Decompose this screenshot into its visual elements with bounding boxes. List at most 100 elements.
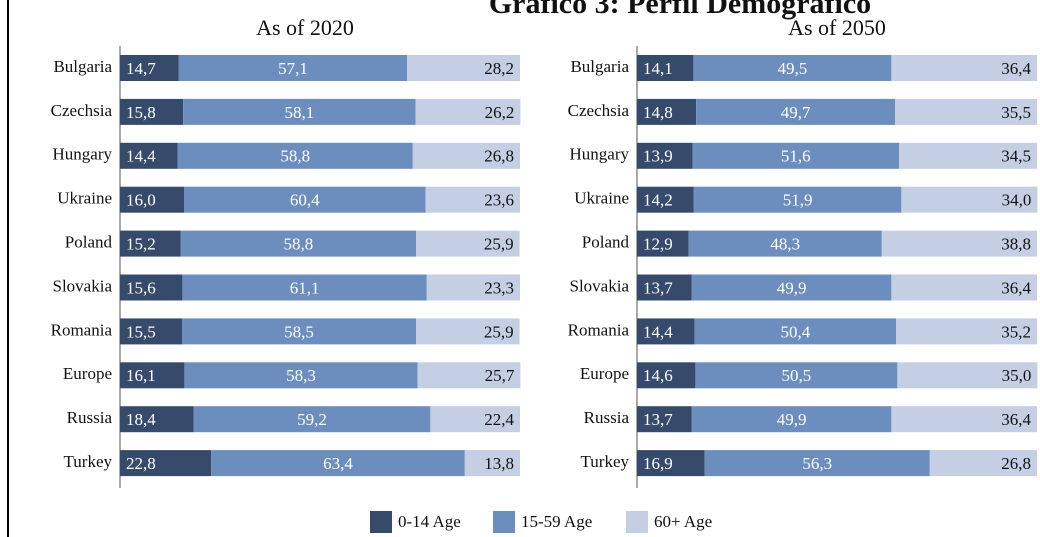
value-label: 14,8 [643, 103, 673, 122]
bar-segment [120, 318, 182, 345]
value-label: 36,4 [1001, 410, 1031, 429]
value-label: 63,4 [323, 454, 353, 473]
category-label: Poland [65, 233, 113, 252]
legend-label: 60+ Age [654, 512, 712, 531]
bar-segment [691, 406, 892, 433]
bar-segment [178, 55, 408, 81]
bar-segment [891, 406, 1037, 433]
bar-segment [691, 274, 892, 301]
bar-segment [425, 186, 520, 213]
value-label: 14,1 [643, 59, 673, 78]
value-label: 35,5 [1001, 103, 1031, 122]
value-label: 13,7 [643, 278, 673, 297]
category-label: Hungary [570, 145, 630, 164]
value-label: 16,0 [126, 191, 156, 210]
bar-segment [120, 406, 194, 433]
category-label: Europe [580, 364, 629, 383]
bar-segment [696, 98, 895, 125]
bar-segment [688, 230, 882, 257]
value-label: 51,6 [781, 147, 811, 166]
legend-label: 0-14 Age [398, 512, 461, 531]
category-label: Slovakia [53, 276, 113, 295]
bar-segment [430, 406, 520, 433]
legend-swatch [370, 511, 392, 533]
bar-segment [407, 55, 520, 81]
value-label: 25,9 [484, 235, 514, 254]
bar-segment [637, 362, 696, 389]
bar-segment [881, 230, 1037, 257]
value-label: 14,6 [643, 366, 673, 385]
bar-segment [120, 450, 212, 477]
value-label: 23,3 [484, 278, 514, 297]
value-label: 16,9 [643, 454, 673, 473]
value-label: 50,4 [781, 322, 811, 341]
value-label: 35,2 [1001, 322, 1031, 341]
bar-segment [891, 55, 1037, 81]
value-label: 14,2 [643, 191, 673, 210]
bar-segment [897, 362, 1038, 389]
bar-segment [891, 274, 1037, 301]
value-label: 58,1 [285, 103, 315, 122]
panel-title: As of 2020 [256, 15, 354, 40]
value-label: 26,8 [1001, 454, 1031, 473]
bar-segment [637, 186, 694, 213]
bar-segment [899, 142, 1037, 169]
value-label: 25,9 [484, 322, 514, 341]
value-label: 56,3 [802, 454, 832, 473]
panel-title: As of 2050 [788, 15, 886, 40]
value-label: 60,4 [290, 191, 320, 210]
value-label: 36,4 [1001, 278, 1031, 297]
category-label: Turkey [581, 452, 630, 471]
value-label: 15,8 [126, 103, 156, 122]
value-label: 61,1 [290, 278, 320, 297]
value-label: 13,8 [484, 454, 514, 473]
category-label: Russia [584, 408, 630, 427]
bar-segment [693, 186, 902, 213]
chart-title: Gráfico 3: Perfil Demográfico [489, 0, 871, 20]
value-label: 14,4 [126, 147, 156, 166]
value-label: 18,4 [126, 410, 156, 429]
category-label: Romania [51, 320, 113, 339]
legend-label: 15-59 Age [521, 512, 592, 531]
value-label: 13,9 [643, 147, 673, 166]
value-label: 49,9 [777, 410, 807, 429]
bar-segment [637, 98, 697, 125]
category-label: Russia [67, 408, 113, 427]
bar-segment [416, 318, 520, 345]
bar-segment [637, 142, 693, 169]
bar-segment [692, 142, 899, 169]
bar-segment [417, 362, 521, 389]
value-label: 14,4 [643, 322, 673, 341]
bar-segment [637, 450, 705, 477]
bar-segment [637, 274, 692, 301]
bar-segment [120, 362, 185, 389]
value-label: 58,3 [286, 366, 316, 385]
value-label: 15,5 [126, 322, 156, 341]
bar-segment [183, 98, 416, 125]
bar-segment [901, 186, 1038, 213]
category-label: Turkey [64, 452, 113, 471]
value-label: 34,0 [1002, 191, 1032, 210]
legend-swatch [626, 511, 648, 533]
bar-segment [637, 55, 694, 81]
bar-segment [211, 450, 465, 477]
value-label: 49,5 [778, 59, 808, 78]
value-label: 25,7 [485, 366, 515, 385]
category-label: Romania [568, 320, 630, 339]
bar-segment [184, 186, 426, 213]
bar-segment [120, 98, 184, 125]
category-label: Czechsia [568, 101, 630, 120]
bar-segment [120, 55, 179, 81]
bar-segment [637, 230, 689, 257]
value-label: 15,6 [126, 278, 156, 297]
value-label: 26,2 [485, 103, 515, 122]
bar-segment [693, 55, 892, 81]
bar-segment [637, 406, 692, 433]
category-label: Czechsia [51, 101, 113, 120]
value-label: 59,2 [297, 410, 327, 429]
value-label: 14,7 [126, 59, 156, 78]
category-label: Ukraine [57, 189, 112, 208]
bar-segment [184, 362, 418, 389]
bar-segment [120, 142, 178, 169]
